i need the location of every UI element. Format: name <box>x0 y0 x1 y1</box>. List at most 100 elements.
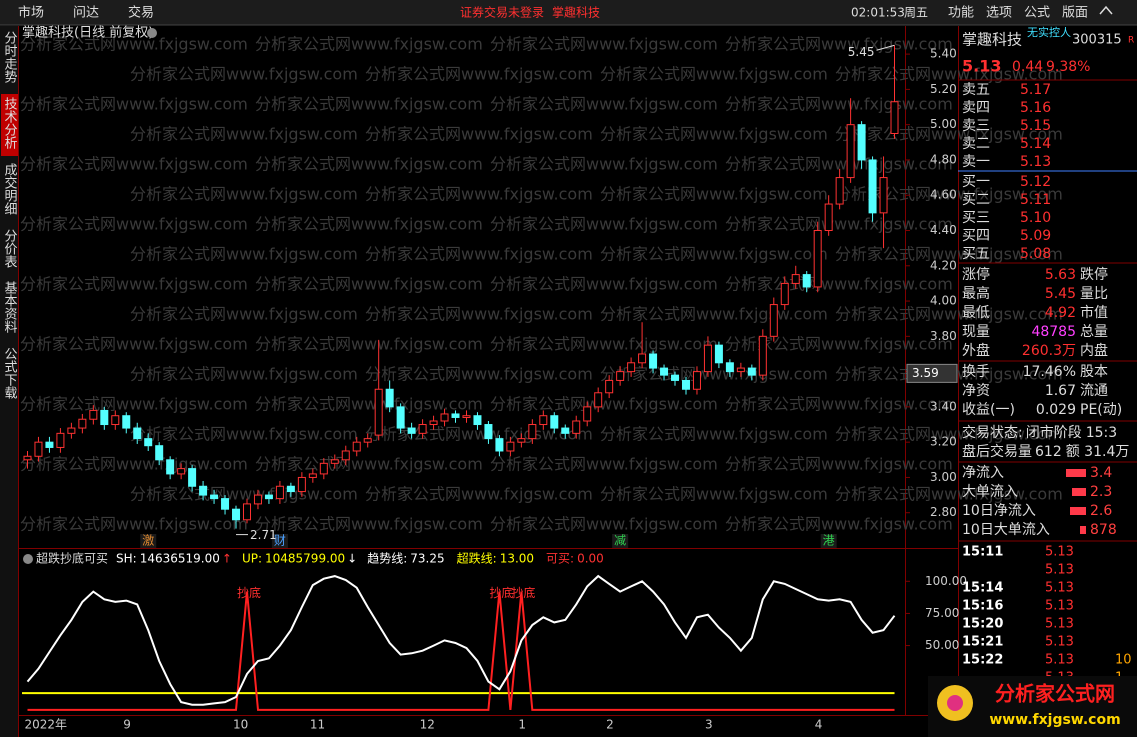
candle-body <box>780 282 789 306</box>
watermark: 分析家公式网www.fxjgsw.com <box>130 365 358 384</box>
menu-item[interactable]: 选项 <box>986 6 1012 21</box>
y-tick-label: 4.20 <box>930 258 957 272</box>
candle-body <box>34 441 43 457</box>
content: 市场 问达 交易 证券交易未登录 掌趣科技 02:01:53 周五 功能 选项 公式 版面分时走势技… <box>1 5 1137 732</box>
flow-bar <box>1070 507 1086 515</box>
watermark: 分析家公式网www.fxjgsw.com <box>20 275 248 294</box>
candle-body <box>67 427 76 434</box>
top-bar <box>0 0 1137 25</box>
menu-item[interactable]: 功能 <box>948 6 974 21</box>
candle-body <box>330 459 339 464</box>
settings-icon[interactable] <box>23 554 33 564</box>
stat-label: 市值 <box>1080 304 1108 321</box>
bid-price: 5.08 <box>1020 246 1051 262</box>
menu-item[interactable]: 交易 <box>128 5 154 21</box>
x-tick-label: 11 <box>310 718 325 732</box>
legend-value: 0.00 <box>577 552 604 566</box>
event-label: 财 <box>274 534 286 548</box>
watermark: 分析家公式网www.fxjgsw.com <box>835 485 1063 504</box>
menu-item[interactable]: 公式 <box>1024 6 1050 21</box>
side-tab[interactable]: 成交明细 <box>2 163 18 215</box>
flag: R <box>1128 36 1134 46</box>
candle-body <box>319 462 328 475</box>
watermarks: 分析家公式网www.fxjgsw.com 分析家公式网www.fxjgsw.com… <box>20 35 1063 534</box>
side-tab[interactable]: 公式下载 <box>2 347 18 400</box>
stat-label: 总量 <box>1080 324 1108 340</box>
logo: 分析家公式网 www.fxjgsw.com <box>928 676 1137 737</box>
menu-item[interactable]: 市场 <box>18 5 44 21</box>
candle-body <box>352 441 361 452</box>
watermark: 分析家公式网www.fxjgsw.com <box>255 335 483 354</box>
side-tab[interactable]: 基本资料 <box>2 281 18 333</box>
trade-volume: 10 <box>1115 653 1132 668</box>
y-tick-label: 3.20 <box>930 435 957 449</box>
watermark: 分析家公式网www.fxjgsw.com <box>365 305 593 324</box>
cursor-price-box <box>906 363 958 383</box>
candle-body <box>660 367 669 376</box>
stat-value: 1.67 <box>1045 383 1076 399</box>
candle-body <box>56 432 65 448</box>
side-tab[interactable]: 技术分析 <box>2 97 18 149</box>
trade-price: 5.13 <box>1045 581 1074 596</box>
legend-arrow: ↓ <box>347 552 357 566</box>
candle-body <box>45 441 54 448</box>
weekday: 周五 <box>904 6 928 20</box>
status-label: 盘后交易量 <box>962 443 1032 460</box>
y-tick-label: 4.60 <box>930 188 957 202</box>
trade-price: 5.13 <box>1045 563 1074 578</box>
legend-value: 73.25 <box>410 552 444 566</box>
candle-body <box>221 498 230 510</box>
flow-value: 878 <box>1090 522 1117 538</box>
stock-code: 300315 <box>1072 33 1122 48</box>
ask-label: 卖二 <box>962 136 990 152</box>
y-tick-label: 50.00 <box>925 638 959 652</box>
watermark: 分析家公式网www.fxjgsw.com <box>725 155 953 174</box>
y-tick-label: 4.40 <box>930 223 957 237</box>
y-tick-label: 3.00 <box>930 470 957 484</box>
candle-body <box>264 494 273 500</box>
ask-price: 5.15 <box>1020 118 1051 134</box>
logo-icon <box>947 695 963 711</box>
trade-time: 15:20 <box>962 617 1003 632</box>
watermark: 分析家公式网www.fxjgsw.com <box>600 365 828 384</box>
watermark: 分析家公式网www.fxjgsw.com <box>600 125 828 144</box>
watermark: 分析家公式网www.fxjgsw.com <box>725 275 953 294</box>
watermark: 分析家公式网www.fxjgsw.com <box>600 245 828 264</box>
cursor-price: 3.59 <box>912 366 939 380</box>
candle-body <box>473 415 482 426</box>
watermark: 分析家公式网www.fxjgsw.com <box>130 305 358 324</box>
active-tab <box>1 94 18 156</box>
candle-body <box>396 406 405 429</box>
watermark: 分析家公式网www.fxjgsw.com <box>20 95 248 114</box>
menu-item[interactable]: 问达 <box>73 6 99 21</box>
menu-item[interactable]: 版面 <box>1062 6 1088 21</box>
watermark: 分析家公式网www.fxjgsw.com <box>490 275 718 294</box>
watermark: 分析家公式网www.fxjgsw.com <box>20 215 248 234</box>
y-tick-label: 4.00 <box>930 294 957 308</box>
candle-body <box>462 415 471 418</box>
stat-value: 4.92 <box>1045 305 1076 321</box>
high-annotation: 5.45 <box>848 45 875 59</box>
candle-body <box>879 177 888 214</box>
watermark: 分析家公式网www.fxjgsw.com <box>130 125 358 144</box>
x-tick-label: 9 <box>123 718 131 732</box>
stat-value: 5.63 <box>1045 267 1076 283</box>
side-tab-bar <box>0 26 18 737</box>
candle-body <box>495 438 504 452</box>
side-tab[interactable]: 分时走势 <box>2 31 18 84</box>
stat-label: 净资 <box>962 383 990 399</box>
candle-body <box>78 418 87 429</box>
stat-label: 股本 <box>1080 364 1108 380</box>
side-tab[interactable]: 分价表 <box>2 229 18 268</box>
candle-body <box>638 353 647 364</box>
ask-label: 卖三 <box>962 118 990 134</box>
collapse-icon[interactable] <box>1099 5 1113 15</box>
event-label: 港 <box>823 534 835 548</box>
settings-icon[interactable] <box>147 28 157 38</box>
trade-time: 15:22 <box>962 653 1003 668</box>
buy-annotation: 抄底 <box>511 585 535 600</box>
watermark: 分析家公式网www.fxjgsw.com <box>600 485 828 504</box>
candle-body <box>341 450 350 461</box>
watermark: 分析家公式网www.fxjgsw.com <box>600 425 828 444</box>
